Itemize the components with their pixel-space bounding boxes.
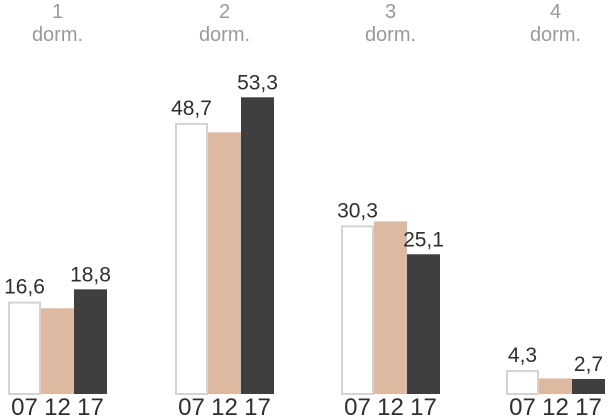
- value-label-group-2-07: 48,7: [171, 97, 212, 120]
- x-tick-label-group-4-07: 07: [509, 394, 536, 419]
- value-label-group-3-07: 30,3: [337, 199, 378, 222]
- bar-group-1-12: [41, 308, 74, 394]
- bar-group-2-17: [241, 97, 274, 395]
- group-label-2-suffix: dorm.: [199, 24, 250, 46]
- value-label-group-4-17: 2,7: [574, 353, 603, 376]
- group-label-3-number: 3: [385, 1, 396, 23]
- value-label-group-2-17: 53,3: [237, 71, 278, 94]
- x-tick-label-group-2-17: 17: [244, 394, 271, 419]
- bar-group-2-07: [175, 122, 208, 396]
- bar-group-4-17: [572, 378, 605, 394]
- x-tick-label-group-4-12: 12: [542, 394, 569, 419]
- x-tick-label-group-3-17: 17: [410, 394, 437, 419]
- x-tick-label-group-2-12: 12: [211, 394, 238, 419]
- value-label-group-1-17: 18,8: [70, 263, 111, 286]
- group-label-1-suffix: dorm.: [32, 24, 83, 46]
- group-label-2-number: 2: [219, 1, 230, 23]
- value-label-group-1-07: 16,6: [4, 276, 45, 299]
- value-label-group-3-17: 25,1: [403, 228, 444, 251]
- bar-group-1-07: [8, 301, 41, 395]
- value-label-group-4-07: 4,3: [508, 344, 537, 367]
- bar-group-4-07: [506, 370, 539, 395]
- bar-group-2-12: [208, 132, 241, 394]
- group-label-4-suffix: dorm.: [530, 24, 581, 46]
- x-tick-label-group-2-07: 07: [178, 394, 205, 419]
- bar-group-3-17: [407, 254, 440, 394]
- bar-group-3-12: [374, 221, 407, 394]
- x-tick-label-group-3-12: 12: [377, 394, 404, 419]
- x-tick-label-group-1-12: 12: [44, 394, 71, 419]
- x-tick-label-group-3-07: 07: [344, 394, 371, 419]
- bar-group-3-07: [341, 225, 374, 395]
- group-label-3-suffix: dorm.: [365, 24, 416, 46]
- group-label-1-number: 1: [52, 1, 63, 23]
- x-tick-label-group-4-17: 17: [575, 394, 602, 419]
- group-label-4-number: 4: [550, 1, 561, 23]
- bar-group-1-17: [74, 289, 107, 394]
- x-tick-label-group-1-17: 17: [77, 394, 104, 419]
- x-tick-label-group-1-07: 07: [11, 394, 38, 419]
- bar-group-4-12: [539, 378, 572, 394]
